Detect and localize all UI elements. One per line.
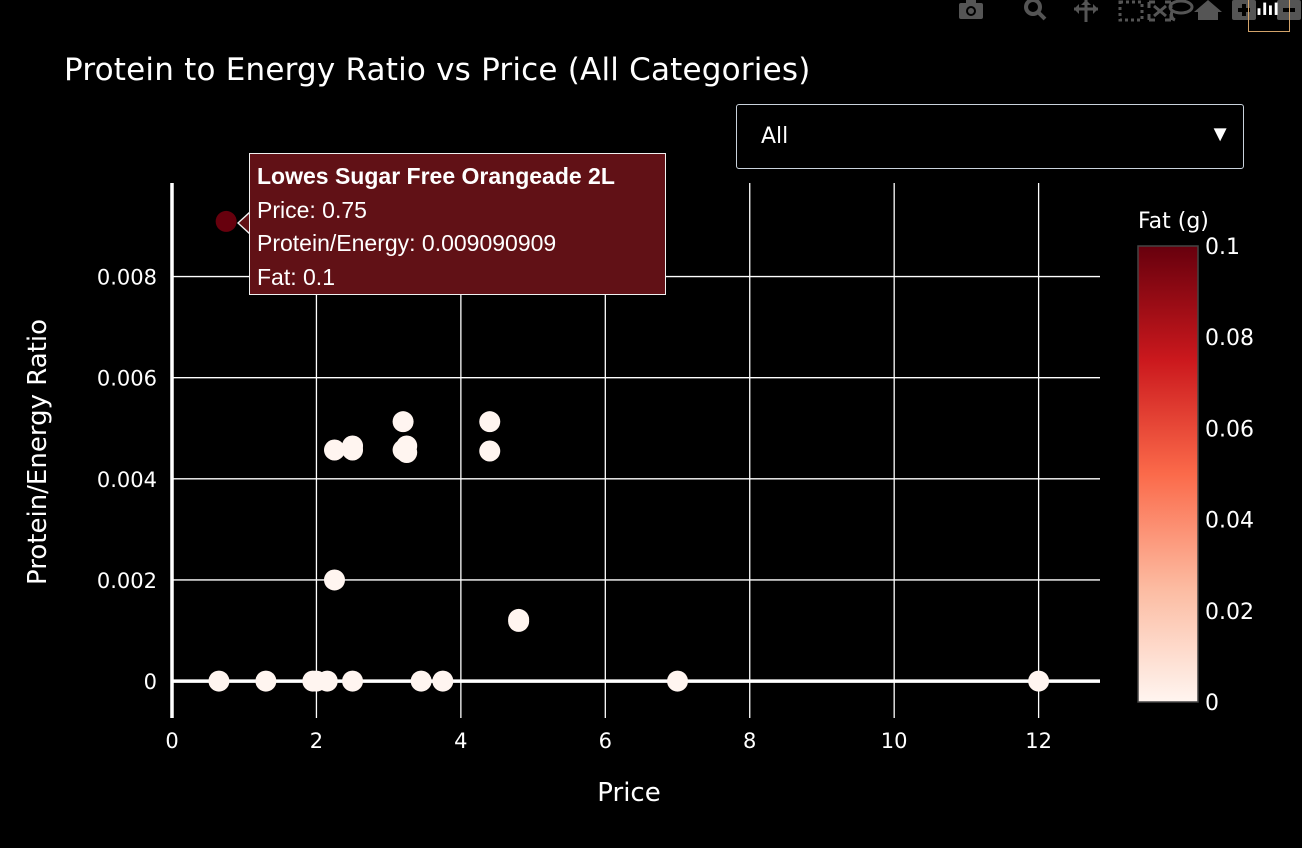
tooltip-ratio: Protein/Energy: 0.009090909 <box>257 230 557 256</box>
autoscale-icon[interactable] <box>1146 0 1174 22</box>
plotly-logo-icon[interactable] <box>1248 0 1290 32</box>
zoom-in-icon[interactable] <box>1230 0 1258 22</box>
hover-tooltip: Lowes Sugar Free Orangeade 2L Price: 0.7… <box>249 153 666 295</box>
zoom-icon[interactable] <box>1021 0 1049 22</box>
y-tick-label: 0 <box>144 670 157 694</box>
tooltip-fat: Fat: 0.1 <box>257 263 335 290</box>
dropdown-selected-value: All <box>761 124 789 149</box>
x-tick-label: 12 <box>1025 729 1052 753</box>
scatter-point[interactable] <box>255 670 277 692</box>
scatter-point[interactable] <box>392 411 414 433</box>
x-axis-title: Price <box>597 778 660 808</box>
category-dropdown[interactable]: All ▼ <box>736 104 1244 169</box>
x-tick-label: 10 <box>881 729 908 753</box>
chevron-down-icon: ▼ <box>1209 121 1231 146</box>
box-select-icon[interactable] <box>1117 0 1145 22</box>
y-axis-title: Protein/Energy Ratio <box>23 319 53 585</box>
colorbar-tick-label: 0 <box>1205 691 1219 716</box>
scatter-point[interactable] <box>396 442 418 464</box>
colorbar: Fat (g) 0 0.02 0.04 0.06 0.08 0.1 <box>1137 209 1254 716</box>
data-points[interactable] <box>208 210 1050 692</box>
camera-icon[interactable] <box>957 0 985 22</box>
colorbar-tick-label: 0.02 <box>1205 600 1254 625</box>
scatter-point[interactable] <box>432 670 454 692</box>
scatter-point[interactable] <box>479 411 501 433</box>
pan-icon[interactable] <box>1072 0 1100 22</box>
y-tick-label: 0.008 <box>97 266 157 290</box>
chart-title: Protein to Energy Ratio vs Price (All Ca… <box>64 52 811 88</box>
scatter-point[interactable] <box>342 670 364 692</box>
scatter-point[interactable] <box>342 435 364 457</box>
y-tick-label: 0.004 <box>97 468 157 492</box>
modebar <box>742 0 1302 32</box>
axes: 0 2 4 6 8 10 12 0 0.002 0.004 0.006 0.008 Price Prote… <box>23 266 1052 808</box>
x-tick-label: 2 <box>310 729 323 753</box>
colorbar-tick-label: 0.1 <box>1205 235 1240 260</box>
y-tick-label: 0.002 <box>97 569 157 593</box>
scatter-point[interactable] <box>323 569 345 591</box>
tooltip-price: Price: 0.75 <box>257 196 367 223</box>
scatter-point[interactable] <box>323 439 345 461</box>
reset-axes-icon[interactable] <box>1194 0 1222 22</box>
colorbar-tick-label: 0.08 <box>1205 326 1254 351</box>
colorbar-gradient <box>1137 245 1199 703</box>
tooltip-product-name: Lowes Sugar Free Orangeade 2L <box>257 163 615 189</box>
scatter-point[interactable] <box>508 608 530 630</box>
x-tick-label: 4 <box>454 729 467 753</box>
scatter-point[interactable] <box>410 670 432 692</box>
scatter-point[interactable] <box>1028 670 1050 692</box>
y-tick-label: 0.006 <box>97 367 157 391</box>
scatter-point[interactable] <box>215 210 237 232</box>
colorbar-title: Fat (g) <box>1138 209 1209 234</box>
scatter-point[interactable] <box>316 670 338 692</box>
x-tick-label: 0 <box>165 729 178 753</box>
scatter-point[interactable] <box>667 670 689 692</box>
x-tick-label: 6 <box>599 729 612 753</box>
colorbar-tick-label: 0.06 <box>1205 417 1254 442</box>
tooltip-pointer-fill <box>239 213 250 233</box>
scatter-point[interactable] <box>479 440 501 462</box>
scatter-point[interactable] <box>208 670 230 692</box>
x-tick-label: 8 <box>743 729 756 753</box>
colorbar-tick-label: 0.04 <box>1205 509 1254 534</box>
